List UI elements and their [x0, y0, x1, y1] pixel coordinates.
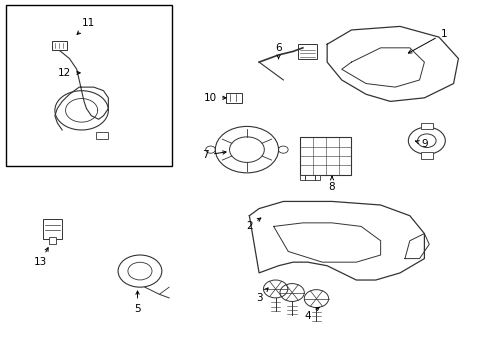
Bar	[300, 137, 351, 175]
Text: 8: 8	[328, 176, 335, 192]
Bar	[52, 41, 67, 50]
Text: 7: 7	[202, 150, 225, 160]
Text: 1: 1	[407, 28, 446, 53]
Bar	[6, 5, 171, 166]
Bar	[225, 93, 241, 103]
Text: 13: 13	[34, 248, 48, 267]
Text: 4: 4	[304, 307, 319, 321]
Text: 11: 11	[77, 18, 95, 35]
Text: 5: 5	[134, 291, 141, 314]
Bar	[420, 123, 432, 129]
Bar	[42, 219, 62, 239]
Text: 10: 10	[203, 93, 225, 103]
Text: 12: 12	[58, 68, 80, 78]
Bar	[96, 132, 108, 139]
Text: 3: 3	[255, 288, 267, 303]
Bar	[48, 237, 56, 244]
Bar	[300, 175, 319, 180]
Bar	[297, 44, 317, 59]
Text: 2: 2	[245, 218, 260, 231]
Bar	[420, 152, 432, 159]
Text: 6: 6	[275, 43, 281, 59]
Text: 9: 9	[415, 139, 427, 149]
